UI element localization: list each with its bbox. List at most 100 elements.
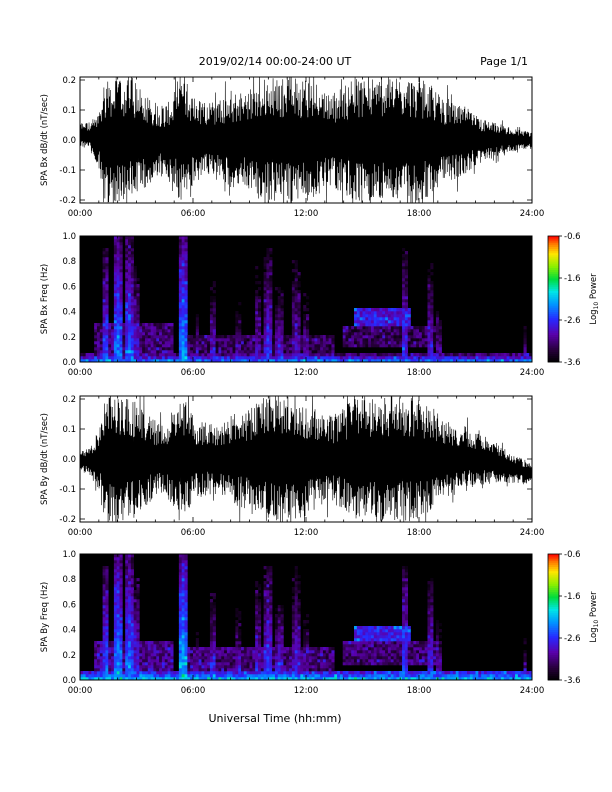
colorbar-swatch bbox=[548, 332, 559, 336]
colorbar-swatch bbox=[548, 238, 559, 241]
colorbar-swatch bbox=[548, 246, 559, 249]
x-tick-label: 06:00 bbox=[181, 528, 206, 538]
y-tick-label: 0.0 bbox=[62, 136, 76, 146]
colorbar-swatch bbox=[548, 564, 559, 567]
figure-title: 2019/02/14 00:00-24:00 UT bbox=[199, 55, 352, 68]
x-tick-label: 18:00 bbox=[407, 209, 432, 219]
x-tick-label: 24:00 bbox=[520, 528, 545, 538]
y-tick-label: 0.4 bbox=[62, 308, 76, 318]
colorbar-swatch bbox=[548, 315, 559, 319]
x-tick-label: 12:00 bbox=[294, 686, 319, 696]
y-tick-label: -0.1 bbox=[59, 485, 76, 495]
colorbar-swatch bbox=[548, 292, 559, 296]
colorbar-swatch bbox=[548, 345, 559, 348]
y-axis-title: SPA Bx Freq (Hz) bbox=[40, 264, 50, 334]
colorbar-swatch bbox=[548, 252, 559, 256]
x-tick-label: 00:00 bbox=[68, 686, 93, 696]
y-tick-label: 0.0 bbox=[62, 455, 76, 465]
colorbar-swatch bbox=[548, 623, 559, 626]
y-tick-label: 0.0 bbox=[62, 676, 76, 686]
y-tick-label: 0.4 bbox=[62, 626, 76, 636]
colorbar-swatch bbox=[548, 604, 559, 607]
colorbar-swatch bbox=[548, 579, 559, 582]
y-tick-label: 0.1 bbox=[62, 425, 76, 435]
dbdt-trace bbox=[80, 396, 532, 522]
colorbar-swatch bbox=[548, 336, 559, 340]
colorbar-swatch bbox=[548, 305, 559, 308]
colorbar-swatch bbox=[548, 248, 559, 252]
colorbar-swatch bbox=[548, 566, 559, 570]
colorbar-swatch bbox=[548, 640, 559, 643]
colorbar-swatch bbox=[548, 309, 559, 312]
colorbar-swatch bbox=[548, 261, 559, 264]
colorbar-swatch bbox=[548, 667, 559, 670]
colorbar-swatch bbox=[548, 288, 559, 291]
colorbar-swatch bbox=[548, 629, 559, 633]
colorbar-swatch bbox=[548, 619, 559, 622]
colorbar-swatch bbox=[548, 349, 559, 352]
colorbar-swatch bbox=[548, 612, 559, 616]
colorbar-swatch bbox=[548, 656, 559, 660]
x-tick-label: 00:00 bbox=[68, 209, 93, 219]
panel-bx-freq: -0.6 -1.6 -2.6 -3.6 Log10 Power 1.0 0.8 0.6 0.4 0… bbox=[40, 232, 600, 378]
colorbar-swatch bbox=[548, 326, 559, 329]
colorbar-swatch bbox=[548, 673, 559, 677]
y-axis-title: SPA Bx dB/dt (nT/sec) bbox=[40, 94, 50, 186]
colorbar-swatch bbox=[548, 659, 559, 662]
colorbar-swatch bbox=[548, 675, 559, 679]
panel-bx-dbdt: 0.2 0.1 0.0 -0.1 -0.2 SPA Bx dB/dt (nT/sec) 00… bbox=[40, 76, 545, 219]
y-tick-label: 0.1 bbox=[62, 106, 76, 116]
colorbar-swatch bbox=[548, 259, 559, 262]
colorbar-swatch bbox=[548, 320, 559, 323]
colorbar-swatch bbox=[548, 307, 559, 310]
colorbar-swatch bbox=[548, 322, 559, 325]
colorbar-swatch bbox=[548, 631, 559, 635]
colorbar-swatch bbox=[548, 560, 559, 563]
colorbar-swatch bbox=[548, 570, 559, 574]
colorbar-tick-label: -1.6 bbox=[564, 274, 581, 284]
x-tick-label: 24:00 bbox=[520, 209, 545, 219]
page-indicator: Page 1/1 bbox=[480, 55, 528, 68]
colorbar-swatch bbox=[548, 625, 559, 628]
colorbar-swatch bbox=[548, 562, 559, 565]
x-tick-label: 24:00 bbox=[520, 368, 545, 378]
colorbar-swatch bbox=[548, 250, 559, 254]
colorbar-swatch bbox=[548, 299, 559, 302]
y-tick-label: -0.2 bbox=[59, 515, 76, 525]
colorbar: -0.6 -1.6 -2.6 -3.6 Log10 Power bbox=[547, 550, 600, 686]
colorbar-swatch bbox=[548, 633, 559, 637]
y-tick-label: 1.0 bbox=[62, 550, 76, 560]
colorbar-swatch bbox=[548, 351, 559, 354]
colorbar-swatch bbox=[548, 583, 559, 586]
colorbar-frame bbox=[547, 235, 560, 363]
colorbar-swatch bbox=[548, 652, 559, 656]
colorbar-swatch bbox=[548, 357, 559, 361]
colorbar-tick-label: -1.6 bbox=[564, 592, 581, 602]
colorbar-swatch bbox=[548, 621, 559, 624]
colorbar-swatch bbox=[548, 330, 559, 333]
colorbar-swatch bbox=[548, 663, 559, 666]
colorbar-swatch bbox=[548, 665, 559, 668]
colorbar-tick-label: -3.6 bbox=[564, 676, 581, 686]
colorbar-swatch bbox=[548, 591, 559, 595]
x-tick-label: 24:00 bbox=[520, 686, 545, 696]
colorbar-swatch bbox=[548, 278, 559, 281]
colorbar-swatch bbox=[548, 581, 559, 584]
colorbar-swatch bbox=[548, 568, 559, 572]
colorbar-swatch bbox=[548, 347, 559, 350]
colorbar-swatch bbox=[548, 263, 559, 266]
x-tick-label: 12:00 bbox=[294, 368, 319, 378]
colorbar-swatch bbox=[548, 669, 559, 672]
colorbar-swatch bbox=[548, 267, 559, 270]
colorbar-swatch bbox=[548, 642, 559, 645]
colorbar-swatch bbox=[548, 284, 559, 287]
x-axis-title: Universal Time (hh:mm) bbox=[209, 712, 342, 725]
colorbar-swatch bbox=[548, 282, 559, 285]
x-tick-label: 18:00 bbox=[407, 528, 432, 538]
panel-by-dbdt: 0.2 0.1 0.0 -0.1 -0.2 SPA By dB/dt (nT/sec) 00… bbox=[40, 395, 545, 538]
colorbar-title: Log10 Power bbox=[589, 591, 600, 643]
colorbar-swatch bbox=[548, 614, 559, 618]
y-tick-label: 0.2 bbox=[62, 395, 76, 405]
colorbar-swatch bbox=[548, 334, 559, 338]
